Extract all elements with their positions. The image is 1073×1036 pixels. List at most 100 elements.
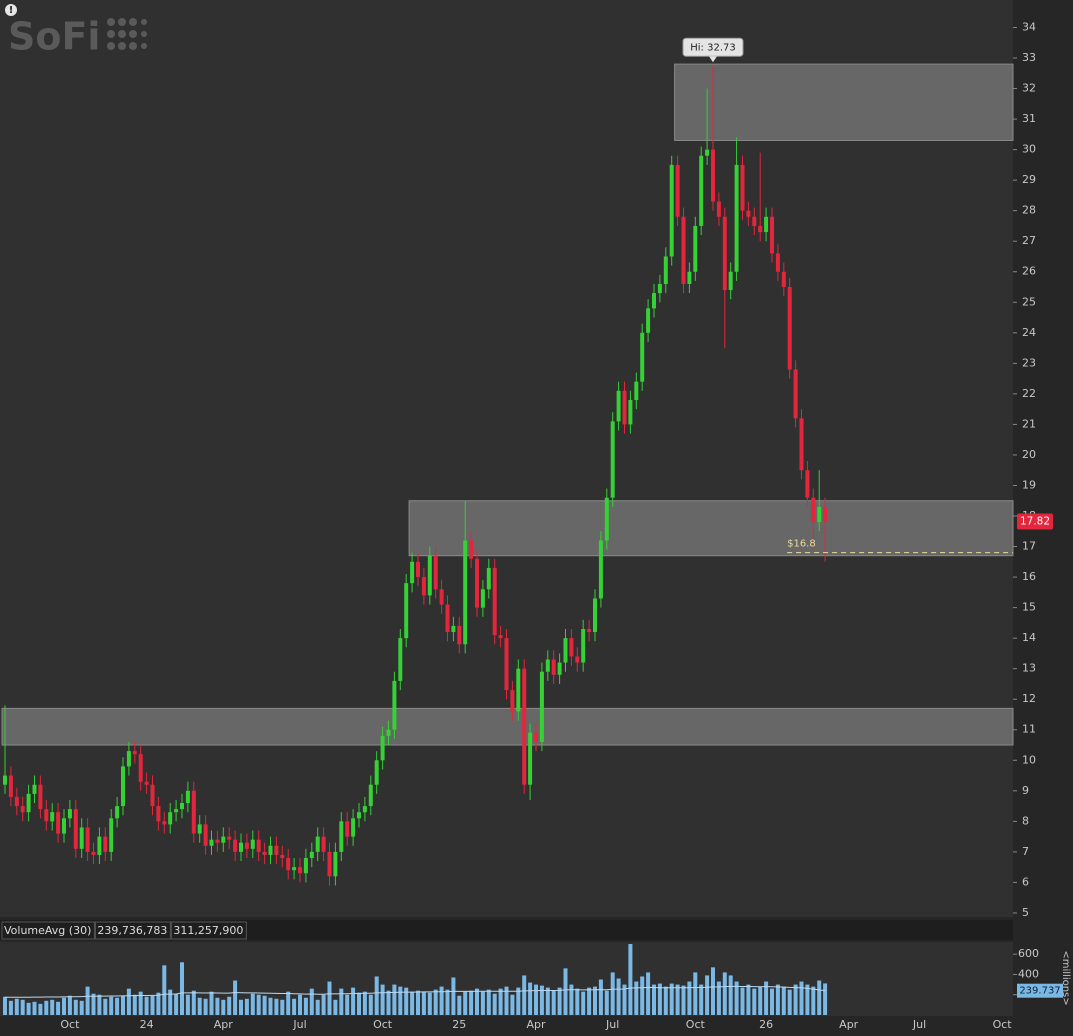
y-tick-label: 16 (1022, 570, 1036, 583)
volume-bar (486, 989, 491, 1015)
candle-body (421, 577, 426, 596)
volume-bar (56, 1001, 61, 1015)
volume-bar (327, 981, 332, 1015)
volume-unit-label: <millions> (1060, 950, 1071, 1005)
volume-bar (711, 967, 715, 1015)
candle-body (227, 836, 232, 840)
candle-body (62, 818, 66, 834)
volume-bar (699, 984, 704, 1015)
candle-body (404, 583, 409, 639)
x-tick-label: Oct (373, 1018, 393, 1031)
volume-readout-box (94, 921, 171, 940)
candle-body (728, 271, 733, 291)
candle-body (734, 164, 739, 272)
candle-body (410, 561, 415, 584)
candle-body (162, 821, 167, 825)
candle-body (616, 390, 621, 422)
volume-bar (32, 1001, 37, 1015)
candle-body (510, 690, 515, 712)
volume-readout-box (1, 921, 95, 940)
volume-bar (728, 975, 733, 1015)
candle-body (132, 751, 137, 755)
volume-bar (581, 991, 586, 1015)
volume-bar (516, 987, 521, 1015)
candle-body (646, 308, 651, 333)
volume-bar (504, 986, 509, 1015)
candle-body (516, 668, 521, 712)
candle-body (109, 818, 114, 852)
volume-bar (162, 965, 167, 1015)
volume-bar (374, 976, 379, 1015)
candle-body (557, 662, 562, 675)
x-tick-label: Oct (686, 1018, 706, 1031)
candle-body (693, 225, 698, 272)
candle-body (103, 836, 108, 852)
candle-body (475, 558, 479, 608)
volume-bar (534, 984, 538, 1015)
volume-bar (321, 994, 326, 1015)
candle-body (799, 418, 804, 471)
volume-bar (79, 1000, 84, 1015)
volume-bar (480, 991, 485, 1015)
volume-bar (357, 992, 361, 1015)
candle-body (368, 784, 373, 807)
candle-body (563, 638, 568, 663)
volume-bar (622, 984, 627, 1015)
x-tick-label: Jul (292, 1018, 306, 1031)
candle-body (587, 628, 592, 633)
volume-bar (215, 997, 220, 1015)
volume-bar (303, 997, 308, 1015)
volume-bar (510, 994, 515, 1015)
y-tick-label: 30 (1022, 143, 1036, 156)
last-price-box (1017, 513, 1053, 530)
candle-body (463, 540, 468, 645)
volume-bar (575, 988, 580, 1015)
candle-body (115, 806, 120, 819)
y-tick-label: 29 (1022, 173, 1036, 186)
y-tick-label: 34 (1022, 20, 1036, 33)
volume-bar (545, 987, 550, 1015)
volume-bar (339, 988, 344, 1015)
candle-body (486, 567, 491, 590)
candle-body (427, 555, 432, 596)
x-tick-label: 25 (452, 1018, 466, 1031)
candle-body (522, 668, 527, 785)
candle-body (286, 857, 291, 871)
alert-icon-mark: ! (9, 5, 14, 16)
volume-bar (368, 994, 373, 1015)
volume-bar (528, 982, 533, 1015)
volume-bar (628, 944, 633, 1015)
candle-body (91, 851, 96, 855)
candle-body (298, 867, 302, 874)
candle-body (185, 790, 190, 804)
volume-bar (421, 991, 426, 1015)
volume-bar (433, 989, 438, 1015)
volume-bar (705, 975, 710, 1015)
candle-body (652, 293, 656, 309)
volume-bar (463, 991, 468, 1015)
volume-bar (103, 998, 108, 1015)
volume-bar (693, 972, 698, 1015)
candle-body (492, 567, 497, 636)
y-tick-label: 21 (1022, 417, 1036, 430)
volume-bar (539, 985, 544, 1015)
alert-icon[interactable] (5, 4, 17, 16)
candle-body (203, 824, 208, 846)
volume-bar (716, 981, 721, 1015)
last-price-label: 17.82 (1020, 516, 1050, 528)
candle-body (44, 809, 49, 822)
candle-body (793, 369, 798, 419)
candle-body (138, 754, 143, 782)
volume-bar (227, 996, 232, 1015)
volume-bar (498, 988, 503, 1015)
candle-body (303, 857, 308, 874)
volume-bar (144, 996, 149, 1015)
volume-last-label: 239.737 (1019, 986, 1060, 997)
y-tick-label: 27 (1022, 234, 1036, 247)
candle-body (445, 604, 450, 633)
volume-bar (244, 998, 249, 1015)
high-callout-pointer (709, 56, 717, 63)
volume-bar (156, 992, 161, 1015)
candle-body (746, 210, 751, 217)
candle-body (451, 625, 456, 633)
